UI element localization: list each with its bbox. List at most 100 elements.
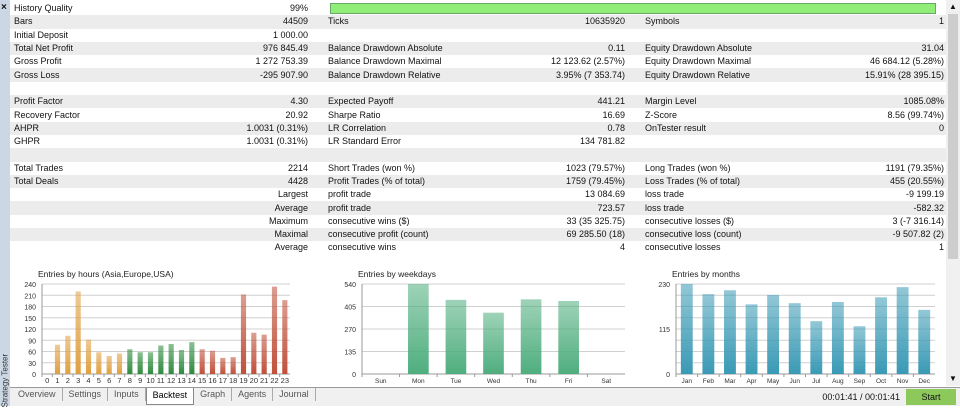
x-tick-label: Thu	[525, 378, 537, 385]
entries-charts: Entries by hours (Asia,Europe,USA)030609…	[24, 269, 935, 385]
scroll-down-icon[interactable]: ▼	[949, 374, 957, 383]
x-tick-label: Fri	[565, 378, 573, 385]
cell-label: Equity Drawdown Maximal	[645, 56, 752, 67]
cell-label: profit trade	[328, 202, 372, 213]
cell-value: 20.92	[285, 109, 308, 120]
cell-value: 4428	[287, 176, 308, 186]
tab-backtest[interactable]: Backtest	[145, 387, 195, 405]
bar-5	[96, 352, 102, 374]
x-tick-label: Oct	[876, 378, 886, 385]
cell-label: LR Correlation	[328, 122, 387, 133]
scroll-up-icon[interactable]: ▲	[949, 2, 957, 11]
cell-label: Ticks	[328, 16, 349, 27]
y-tick-label: 540	[344, 282, 356, 289]
y-tick-label: 0	[32, 372, 36, 379]
x-tick-label: 10	[146, 376, 154, 385]
table-row: Largest profit trade 13 084.69 loss trade -9…	[10, 188, 946, 201]
y-tick-label: 230	[658, 282, 670, 289]
table-row	[10, 148, 946, 162]
cell-label: AHPR	[14, 122, 40, 133]
cell-value: 1	[938, 242, 944, 253]
cell-value: 976 845.49	[262, 43, 308, 54]
vertical-scrollbar[interactable]: ▲ ▼	[946, 0, 960, 386]
cell-label: consecutive wins	[328, 242, 397, 253]
bar-feb	[702, 294, 715, 374]
bar-may	[767, 294, 780, 374]
cell-value: 0.78	[607, 122, 625, 133]
chart-2: Entries by months 0 115 230 Jan Feb Mar Apr May J…	[658, 269, 935, 385]
cell-label: Total Trades	[14, 162, 64, 173]
tab-agents[interactable]: Agents	[232, 387, 274, 401]
tab-graph[interactable]: Graph	[194, 387, 233, 401]
x-tick-label: 19	[239, 376, 247, 385]
y-tick-label: 0	[666, 372, 670, 379]
table-row: Profit Factor 4.30 Expected Payoff 441.21 Ma…	[10, 95, 946, 109]
bar-mon	[408, 284, 429, 374]
tab-overview[interactable]: Overview	[12, 387, 63, 401]
cell-value: Maximum	[268, 215, 308, 226]
cell-label: Total Deals	[14, 176, 59, 186]
y-tick-label: 180	[24, 305, 36, 312]
cell-value: 15.91% (28 395.15)	[864, 69, 944, 80]
cell-label: Recovery Factor	[14, 109, 81, 120]
cell-value: -9 199.19	[905, 189, 944, 200]
elapsed-time: 00:01:41 / 00:01:41	[822, 392, 900, 402]
bar-4	[85, 339, 92, 374]
bar-14	[189, 342, 195, 374]
cell-value: 4.30	[290, 96, 308, 107]
y-tick-label: 405	[344, 305, 356, 312]
table-row: Recovery Factor 20.92 Sharpe Ratio 16.69 Z-S…	[10, 108, 946, 121]
cell-value: -9 507.82 (2)	[892, 229, 944, 240]
bar-apr	[745, 304, 758, 374]
cell-value: 33 (35 325.75)	[566, 215, 625, 226]
cell-label: consecutive wins ($)	[328, 215, 410, 226]
table-row: Total Deals 4428 Profit Trades (% of total…	[10, 174, 946, 189]
side-panel: × Strategy Tester	[0, 0, 10, 408]
bar-6	[106, 356, 112, 374]
table-row: Total Trades 2214 Short Trades (won %) 1023…	[10, 162, 946, 175]
x-tick-label: Nov	[897, 378, 909, 385]
cell-value: Largest	[277, 189, 308, 200]
y-tick-label: 210	[24, 293, 36, 300]
cell-label: consecutive profit (count)	[328, 229, 429, 240]
close-icon[interactable]: ×	[1, 2, 7, 13]
y-tick-label: 60	[28, 350, 36, 357]
x-tick-label: 6	[107, 376, 111, 385]
x-tick-label: 22	[270, 376, 278, 385]
scroll-thumb[interactable]	[948, 14, 958, 259]
history-quality-label: History Quality	[14, 3, 73, 14]
cell-value: 1023 (79.57%)	[565, 162, 625, 173]
table-row: Gross Profit 1 272 753.39 Balance Drawdown…	[10, 55, 946, 68]
bar-9	[137, 352, 143, 374]
cell-label: Total Net Profit	[14, 43, 74, 54]
y-tick-label: 135	[344, 350, 356, 357]
history-quality-bar	[330, 3, 936, 14]
table-row-history-quality: History Quality 99%	[10, 2, 946, 15]
tab-journal[interactable]: Journal	[273, 387, 316, 401]
bar-10	[147, 352, 154, 374]
start-button[interactable]: Start	[906, 389, 956, 405]
bar-18	[230, 357, 236, 374]
table-row: Average profit trade 723.57 loss trade -582.…	[10, 201, 946, 215]
x-tick-label: Sep	[854, 378, 866, 385]
table-row: Total Net Profit 976 845.49 Balance Drawdo…	[10, 41, 946, 56]
cell-label: Short Trades (won %)	[328, 162, 416, 173]
cell-value: 12 123.62 (2.57%)	[550, 56, 625, 67]
x-tick-label: Mon	[412, 378, 425, 385]
bar-12	[168, 344, 174, 374]
cell-value: 69 285.50 (18)	[566, 229, 625, 240]
cell-value: 8.56 (99.74%)	[887, 109, 944, 120]
charts-area: Entries by hours (Asia,Europe,USA) 0 30 60 9…	[10, 264, 946, 386]
x-tick-label: 18	[229, 376, 237, 385]
cell-value: 16.69	[602, 109, 625, 120]
bar-jul	[810, 321, 823, 374]
x-tick-label: 11	[157, 376, 165, 385]
tab-settings[interactable]: Settings	[63, 387, 109, 401]
cell-label: Equity Drawdown Relative	[645, 69, 751, 80]
tab-inputs[interactable]: Inputs	[108, 387, 146, 401]
cell-label: Equity Drawdown Absolute	[645, 43, 753, 54]
cell-label: Profit Factor	[14, 96, 64, 107]
cell-label: profit trade	[328, 189, 372, 200]
cell-value: 0.11	[608, 43, 625, 54]
x-tick-label: Jun	[789, 378, 800, 385]
